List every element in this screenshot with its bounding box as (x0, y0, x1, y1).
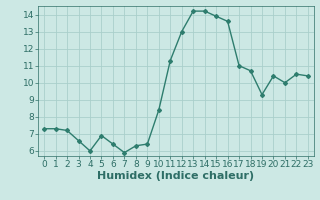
X-axis label: Humidex (Indice chaleur): Humidex (Indice chaleur) (97, 171, 255, 181)
